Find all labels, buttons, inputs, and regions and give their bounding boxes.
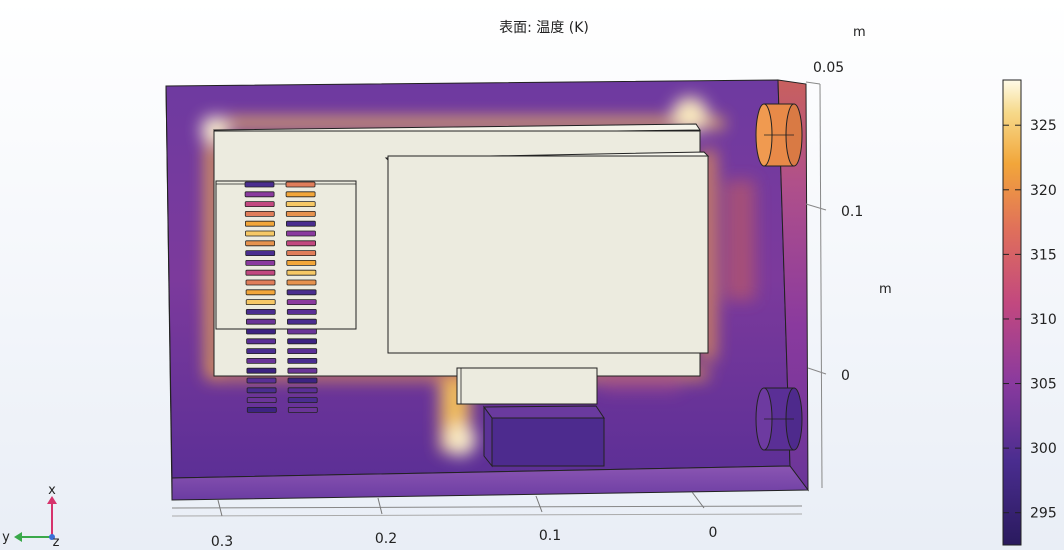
z-axis-unit: m bbox=[853, 25, 866, 40]
vent-slot bbox=[246, 377, 277, 384]
vent-slot bbox=[286, 269, 317, 276]
vent-slot bbox=[285, 191, 316, 198]
fan-top bbox=[755, 103, 803, 167]
vent-slot bbox=[285, 201, 316, 208]
vent-slot bbox=[286, 250, 317, 257]
vent-slot bbox=[286, 308, 317, 315]
vent-slot bbox=[244, 191, 275, 198]
color-legend: 325 320 315 310 305 300 295 bbox=[1002, 79, 1057, 546]
z-tick-label: 0.05 bbox=[813, 60, 844, 76]
colorbar-gradient bbox=[1002, 79, 1022, 546]
vent-slot bbox=[246, 397, 277, 404]
vent-slot bbox=[287, 377, 318, 384]
vent-slot bbox=[245, 308, 276, 315]
colorbar-tick-label: 305 bbox=[1030, 377, 1057, 393]
z-tick-label: 0 bbox=[841, 368, 850, 384]
vent-slot bbox=[285, 220, 316, 227]
vent-slot bbox=[246, 357, 277, 364]
vent-slot bbox=[246, 367, 277, 374]
vent-slot bbox=[245, 318, 276, 325]
x-tick-label: 0.3 bbox=[211, 534, 233, 550]
z-axis: m 0.05 0.1 m 0 bbox=[805, 25, 892, 489]
z-tick-label: 0.1 bbox=[841, 204, 863, 220]
vent-slot bbox=[286, 240, 317, 247]
vent-slot bbox=[245, 269, 276, 276]
vent-slot bbox=[246, 387, 277, 394]
vent-slot bbox=[287, 367, 318, 374]
vent-slot bbox=[245, 279, 276, 286]
triad-x-label: x bbox=[48, 483, 56, 498]
vent-slots bbox=[244, 181, 318, 413]
x-axis: 0.3 0.2 0.1 0 bbox=[171, 491, 803, 550]
triad-z-label: z bbox=[53, 535, 60, 550]
vent-slot bbox=[244, 220, 275, 227]
vent-slot bbox=[287, 338, 318, 345]
vent-slot bbox=[246, 328, 276, 335]
vent-slot bbox=[245, 250, 276, 257]
vent-slot bbox=[286, 318, 317, 325]
x-tick-label: 0.1 bbox=[539, 528, 561, 544]
vent-slot bbox=[245, 299, 276, 306]
vent-slot bbox=[245, 259, 276, 266]
vent-slot bbox=[287, 406, 318, 413]
x-tick-label: 0.2 bbox=[375, 531, 397, 547]
vent-slot bbox=[244, 181, 275, 188]
vent-slot bbox=[286, 230, 316, 237]
colorbar-tick-label: 315 bbox=[1030, 247, 1057, 263]
vent-slot bbox=[285, 181, 316, 188]
colorbar-tick-label: 295 bbox=[1030, 506, 1057, 522]
colorbar-tick-label: 320 bbox=[1030, 183, 1057, 199]
vent-slot bbox=[285, 210, 316, 217]
vent-slot bbox=[287, 397, 318, 404]
vent-slot bbox=[287, 328, 317, 335]
vent-slot bbox=[286, 259, 317, 266]
vent-slot bbox=[286, 289, 317, 296]
axis-triad: x y z bbox=[2, 483, 59, 550]
x-tick-label: 0 bbox=[709, 525, 718, 541]
colorbar-tick-label: 300 bbox=[1030, 441, 1057, 457]
vent-slot bbox=[245, 289, 276, 296]
connector-block bbox=[456, 367, 598, 405]
vent-slot bbox=[286, 279, 317, 286]
vent-slot bbox=[286, 299, 317, 306]
vent-slot bbox=[287, 348, 318, 355]
colorbar-tick-label: 310 bbox=[1030, 312, 1057, 328]
vent-slot bbox=[245, 230, 275, 237]
z-axis-unit-mid: m bbox=[879, 282, 892, 297]
vent-slot bbox=[244, 210, 275, 217]
colorbar-tick-label: 325 bbox=[1030, 118, 1057, 134]
vent-slot bbox=[287, 387, 318, 394]
vent-slot bbox=[244, 201, 275, 208]
vent-slot bbox=[246, 348, 277, 355]
plot-title: 表面: 温度 (K) bbox=[499, 20, 589, 36]
component-box bbox=[483, 405, 605, 468]
vent-slot bbox=[246, 406, 277, 413]
triad-y-label: y bbox=[2, 530, 10, 545]
vent-slot bbox=[287, 357, 318, 364]
fan-bottom bbox=[755, 387, 803, 451]
vent-slot bbox=[246, 338, 277, 345]
vent-slot bbox=[245, 240, 276, 247]
module-block bbox=[384, 151, 710, 354]
